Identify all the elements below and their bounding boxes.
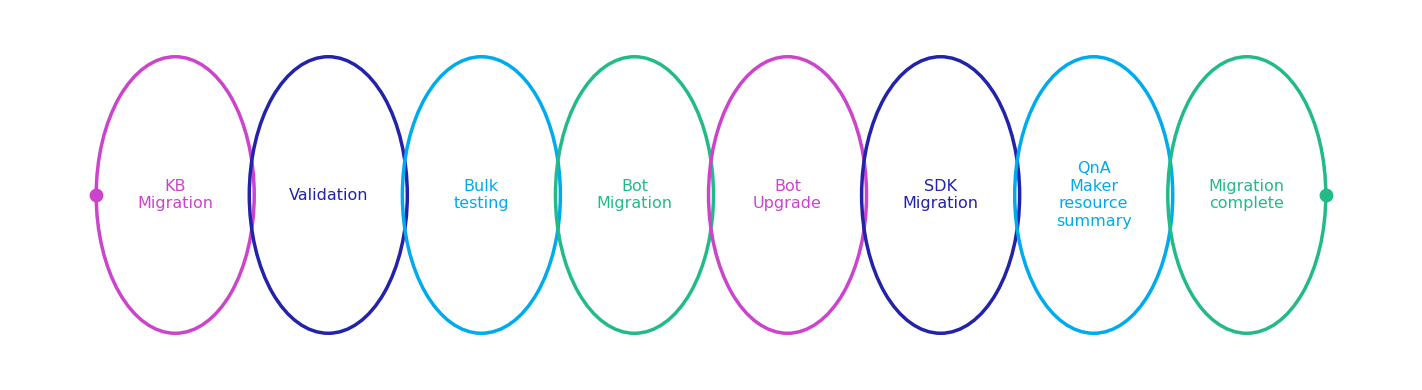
Point bbox=[85, 192, 108, 198]
Text: QnA
Maker
resource
summary: QnA Maker resource summary bbox=[1055, 161, 1132, 229]
Text: KB
Migration: KB Migration bbox=[137, 179, 213, 211]
Text: Bot
Migration: Bot Migration bbox=[596, 179, 673, 211]
Text: Migration
complete: Migration complete bbox=[1209, 179, 1285, 211]
Point bbox=[1314, 192, 1337, 198]
Text: Validation: Validation bbox=[289, 188, 368, 202]
Text: Bulk
testing: Bulk testing bbox=[454, 179, 509, 211]
Text: SDK
Migration: SDK Migration bbox=[903, 179, 978, 211]
Text: Bot
Upgrade: Bot Upgrade bbox=[754, 179, 822, 211]
